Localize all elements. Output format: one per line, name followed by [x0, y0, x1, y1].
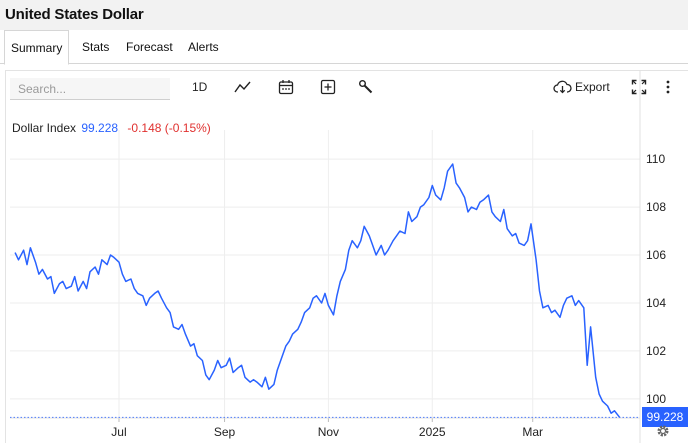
title-bar: United States Dollar — [0, 0, 688, 30]
interval-button[interactable]: 1D — [192, 80, 208, 94]
fullscreen-icon[interactable] — [631, 77, 647, 97]
y-tick-label: 108 — [646, 200, 666, 214]
tab-summary[interactable]: Summary — [4, 30, 70, 65]
x-tick-label: Mar — [522, 425, 543, 439]
legend-symbol-name: Dollar Index — [12, 121, 77, 135]
x-tick-label: Jul — [111, 425, 126, 439]
gear-icon[interactable] — [656, 424, 670, 443]
tab-alerts[interactable]: Alerts — [188, 40, 219, 54]
y-tick-label: 106 — [646, 248, 666, 262]
more-vertical-icon[interactable] — [665, 77, 671, 97]
chart-panel — [5, 70, 688, 443]
y-tick-label: 100 — [646, 392, 666, 406]
tab-stats[interactable]: Stats — [82, 40, 110, 54]
tab-forecast[interactable]: Forecast — [126, 40, 173, 54]
cloud-download-icon — [553, 80, 572, 94]
last-price-tag: 99.228 — [642, 407, 688, 428]
x-tick-label: Sep — [214, 425, 236, 439]
legend-change: -0.148 (-0.15%) — [127, 121, 211, 135]
wrench-icon[interactable] — [358, 77, 374, 97]
chart-legend: Dollar Index 99.228 -0.148 (-0.15%) — [12, 121, 211, 135]
add-indicator-icon[interactable] — [320, 77, 336, 97]
calendar-icon[interactable] — [278, 77, 294, 97]
line-chart-icon[interactable] — [234, 77, 251, 97]
export-label: Export — [575, 80, 610, 94]
x-tick-label: Nov — [318, 425, 339, 439]
y-tick-label: 110 — [646, 152, 665, 166]
dollar-index-line — [14, 163, 621, 418]
page-title: United States Dollar — [5, 6, 144, 23]
y-tick-label: 102 — [646, 344, 666, 358]
tab-bar: Summary Stats Forecast Alerts — [0, 30, 688, 65]
x-tick-label: 2025 — [419, 425, 446, 439]
y-tick-label: 104 — [646, 296, 666, 310]
export-button[interactable]: Export — [553, 77, 610, 97]
legend-last-value: 99.228 — [81, 121, 119, 135]
search-input[interactable] — [10, 78, 170, 100]
